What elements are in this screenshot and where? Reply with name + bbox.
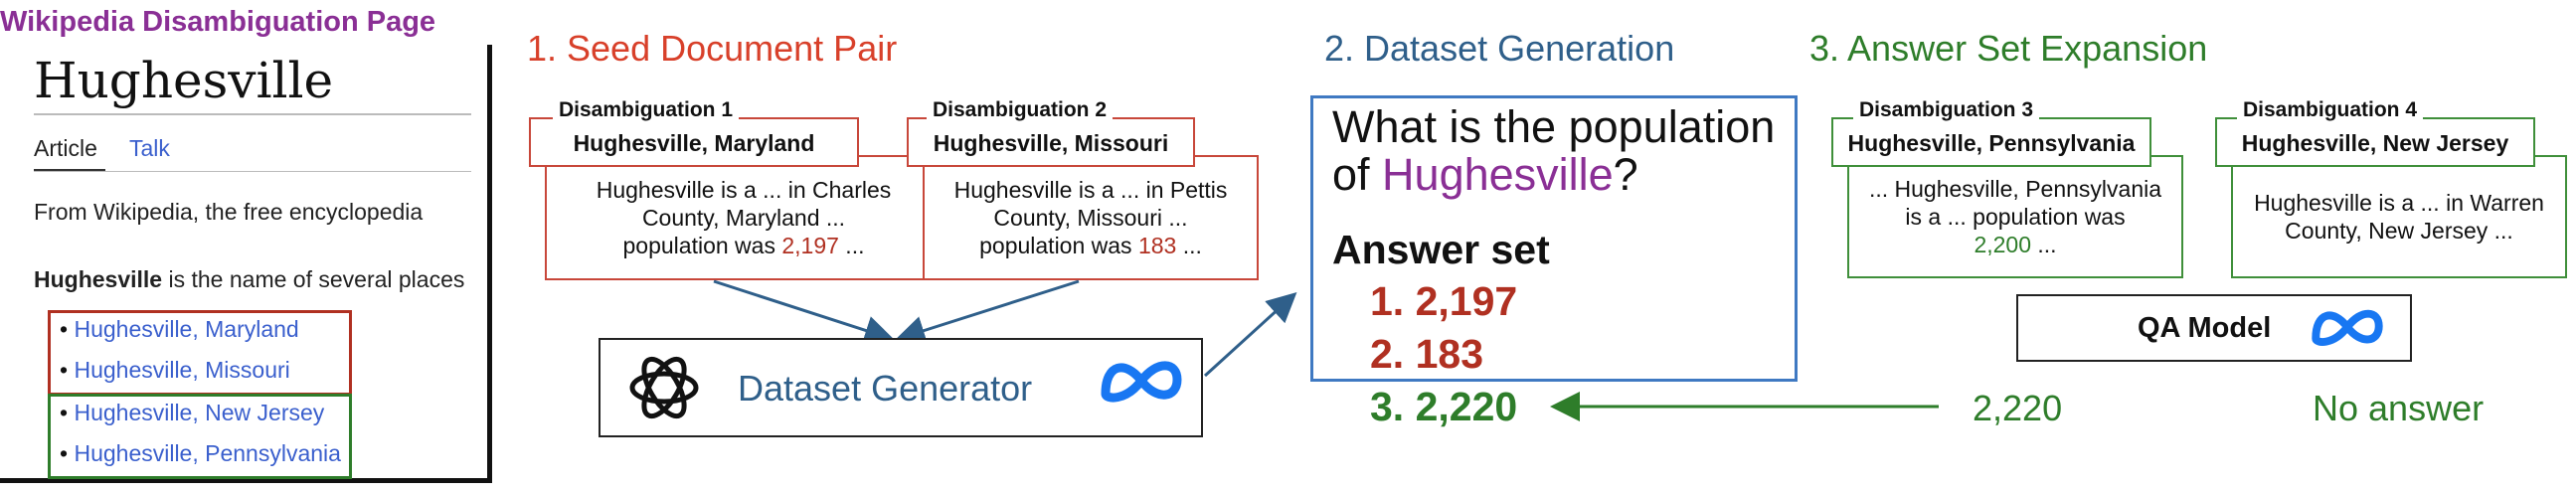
doc4-label: Disambiguation 4 xyxy=(2237,98,2424,122)
dataset-generator-label: Dataset Generator xyxy=(738,368,1033,409)
question-line1: What is the population xyxy=(1332,101,1776,152)
doc1-line2: County, Maryland ... xyxy=(641,205,846,231)
question-mark: ? xyxy=(1613,149,1638,200)
doc4-title: Hughesville, New Jersey xyxy=(2241,130,2509,156)
meta-icon xyxy=(2312,309,2383,346)
list-item[interactable]: • Hughesville, New Jersey xyxy=(60,400,325,425)
question-entity: Hughesville xyxy=(1382,149,1614,200)
link-hughesville-maryland[interactable]: Hughesville, Maryland xyxy=(74,316,299,342)
doc2-population: 183 xyxy=(1137,233,1177,258)
arrow-doc2-to-generator xyxy=(895,279,1080,346)
qa-model-label: QA Model xyxy=(2138,312,2272,344)
generation-section-title: 2. Dataset Generation xyxy=(1324,28,1675,69)
doc1-line3-post: ... xyxy=(838,233,865,258)
doc3-title: Hughesville, Pennsylvania xyxy=(1847,130,2136,156)
list-item[interactable]: • Hughesville, Missouri xyxy=(60,357,290,383)
answer-item-1: 1. 2,197 xyxy=(1370,278,1518,324)
question-box xyxy=(1310,95,1798,382)
qa-answer-doc4: No answer xyxy=(2313,388,2485,428)
answer-set-header: Answer set xyxy=(1332,227,1550,272)
doc2-line3: population was 183 ... xyxy=(923,232,1259,259)
intro-text: Hughesville is the name of several place… xyxy=(34,266,464,293)
doc1-title: Hughesville, Maryland xyxy=(573,130,815,156)
openai-icon xyxy=(629,356,699,419)
seed-section-title: 1. Seed Document Pair xyxy=(527,28,898,69)
doc2-title: Hughesville, Missouri xyxy=(933,130,1169,156)
doc2-line3-post: ... xyxy=(1176,233,1202,258)
tab-talk[interactable]: Talk xyxy=(129,135,170,161)
doc3-snippet: ... Hughesville, Pennsylvania is a ... p… xyxy=(1847,175,2183,258)
doc4-snippet: Hughesville is a ... in Warren County, N… xyxy=(2231,189,2567,245)
doc2-snippet: Hughesville is a ... in Pettis County, M… xyxy=(923,176,1259,259)
intro-rest: is the name of several places xyxy=(162,266,465,292)
qa-answer-doc3: 2,220 xyxy=(1973,388,2063,428)
active-tab-indicator xyxy=(34,169,105,172)
arrow-doc1-to-generator xyxy=(713,279,895,345)
arrow-generator-to-question xyxy=(1203,291,1297,378)
doc3-line1: ... Hughesville, Pennsylvania xyxy=(1868,176,2162,202)
list-item[interactable]: • Hughesville, Maryland xyxy=(60,316,299,342)
doc2-line1: Hughesville is a ... in Pettis xyxy=(953,177,1228,203)
doc3-line3: 2,200 ... xyxy=(1847,231,2183,258)
answer-item-3: 3. 2,220 xyxy=(1370,384,1518,429)
doc3-line3-post: ... xyxy=(2031,232,2057,257)
meta-icon xyxy=(1101,361,1182,403)
expansion-section-title: 3. Answer Set Expansion xyxy=(1809,28,2208,69)
intro-entity: Hughesville xyxy=(34,266,163,292)
doc2-line2: County, Missouri ... xyxy=(993,205,1188,231)
wiki-panel-border xyxy=(0,45,492,483)
tab-article[interactable]: Article xyxy=(34,135,97,161)
green-link-group xyxy=(48,394,352,479)
doc2-label: Disambiguation 2 xyxy=(927,98,1114,122)
doc2-line3-pre: population was xyxy=(979,233,1138,258)
doc3-line2: is a ... population was xyxy=(1905,204,2126,230)
doc3-body-box xyxy=(1847,155,2183,278)
doc2-body-box xyxy=(923,155,1259,280)
doc1-label: Disambiguation 1 xyxy=(553,98,740,122)
question-line2: of Hughesville? xyxy=(1332,149,1638,201)
doc3-label: Disambiguation 3 xyxy=(1853,98,2040,122)
divider xyxy=(34,171,471,172)
list-item[interactable]: • Hughesville, Pennsylvania xyxy=(60,440,341,466)
doc4-line1: Hughesville is a ... in Warren xyxy=(2254,190,2544,216)
answer-item-2: 2. 183 xyxy=(1370,331,1483,377)
doc1-line1: Hughesville is a ... in Charles xyxy=(596,177,892,203)
doc1-snippet: Hughesville is a ... in Charles County, … xyxy=(545,176,943,259)
wiki-panel-title: Wikipedia Disambiguation Page xyxy=(0,6,436,38)
page-title: Hughesville xyxy=(34,52,334,109)
link-hughesville-missouri[interactable]: Hughesville, Missouri xyxy=(74,357,290,383)
doc4-body-box xyxy=(2231,155,2567,278)
divider xyxy=(34,113,471,115)
link-hughesville-new-jersey[interactable]: Hughesville, New Jersey xyxy=(74,400,325,425)
doc4-title-box xyxy=(2215,117,2535,167)
doc1-population: 2,197 xyxy=(781,233,839,258)
doc1-line3: population was 2,197 ... xyxy=(545,232,943,259)
question-of: of xyxy=(1332,149,1383,200)
link-hughesville-pennsylvania[interactable]: Hughesville, Pennsylvania xyxy=(74,440,341,466)
doc4-line2: County, New Jersey ... xyxy=(2285,218,2513,244)
from-wikipedia-text: From Wikipedia, the free encyclopedia xyxy=(34,199,424,225)
doc1-line3-pre: population was xyxy=(622,233,782,258)
doc3-population: 2,200 xyxy=(1974,232,2031,257)
